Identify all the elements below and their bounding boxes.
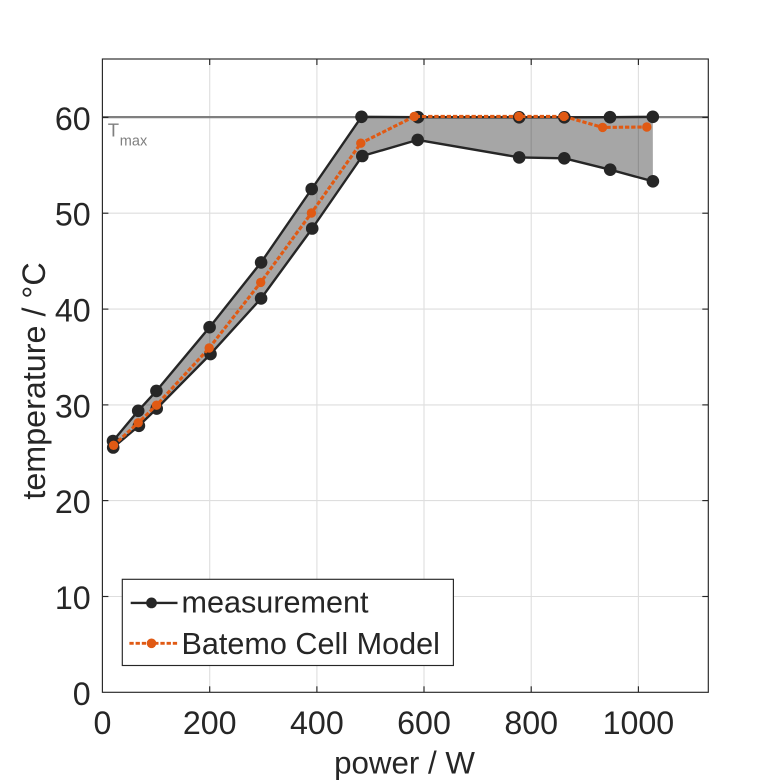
svg-text:Batemo Cell Model: Batemo Cell Model	[182, 627, 440, 661]
svg-text:10: 10	[55, 580, 91, 616]
svg-text:600: 600	[397, 705, 451, 741]
svg-text:20: 20	[55, 484, 91, 520]
svg-text:0: 0	[73, 676, 91, 712]
svg-text:200: 200	[183, 705, 237, 741]
svg-text:50: 50	[55, 197, 91, 233]
svg-text:40: 40	[55, 293, 91, 329]
svg-text:T: T	[108, 119, 119, 140]
svg-text:1000: 1000	[603, 705, 675, 741]
svg-text:temperature / °C: temperature / °C	[16, 262, 52, 499]
svg-text:max: max	[120, 134, 148, 150]
svg-text:0: 0	[93, 705, 111, 741]
svg-text:800: 800	[504, 705, 558, 741]
svg-text:30: 30	[55, 388, 91, 424]
svg-text:60: 60	[55, 101, 91, 137]
svg-text:power / W: power / W	[334, 746, 475, 781]
svg-text:400: 400	[290, 705, 344, 741]
svg-text:measurement: measurement	[182, 585, 370, 619]
